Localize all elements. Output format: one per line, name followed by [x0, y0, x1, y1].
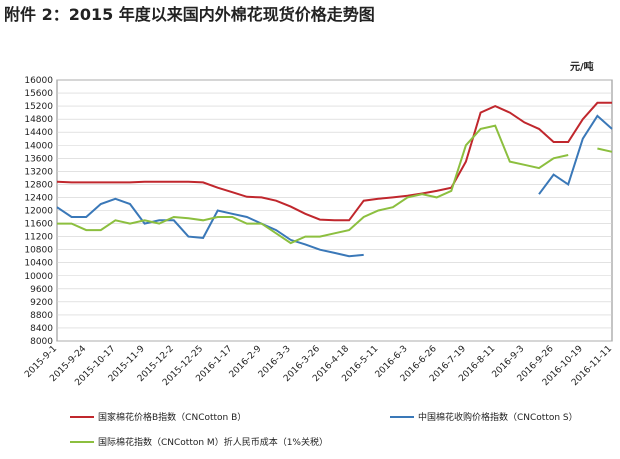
y-tick-label: 12400: [24, 193, 53, 203]
y-tick-label: 10400: [24, 259, 53, 269]
y-tick-label: 13200: [24, 167, 53, 177]
y-tick-label: 12800: [24, 180, 53, 190]
y-tick-label: 15200: [24, 102, 53, 112]
y-tick-label: 8400: [30, 324, 53, 334]
series-line: [57, 124, 613, 245]
y-tick-label: 10000: [24, 272, 53, 282]
y-tick-label: 14800: [24, 115, 53, 125]
legend-label: 国家棉花价格B指数（CNCotton B）: [98, 411, 246, 423]
y-tick-label: 9600: [30, 285, 53, 295]
series-line: [56, 114, 613, 258]
y-tick-label: 13600: [24, 154, 53, 164]
y-tick-label: 9200: [30, 298, 53, 308]
y-tick-label: 14400: [24, 128, 53, 138]
y-tick-label: 14000: [24, 141, 53, 151]
y-tick-label: 15600: [24, 89, 53, 99]
series-line: [56, 101, 612, 222]
legend-label: 中国棉花收购价格指数（CNCotton S）: [418, 411, 578, 423]
y-tick-label: 16000: [24, 76, 53, 86]
y-tick-label: 11200: [24, 233, 53, 243]
y-tick-label: 12000: [24, 207, 53, 217]
y-tick-label: 8800: [30, 311, 53, 321]
y-tick-label: 10800: [24, 246, 53, 256]
y-unit: 元/吨: [570, 60, 594, 73]
y-tick-label: 11600: [24, 220, 53, 230]
y-tick-label: 8000: [30, 337, 53, 347]
legend-label: 国际棉花指数（CNCotton M）折人民币成本（1%关税）: [98, 436, 328, 448]
chart-title: 附件 2：2015 年度以来国内外棉花现货价格走势图: [4, 5, 375, 24]
